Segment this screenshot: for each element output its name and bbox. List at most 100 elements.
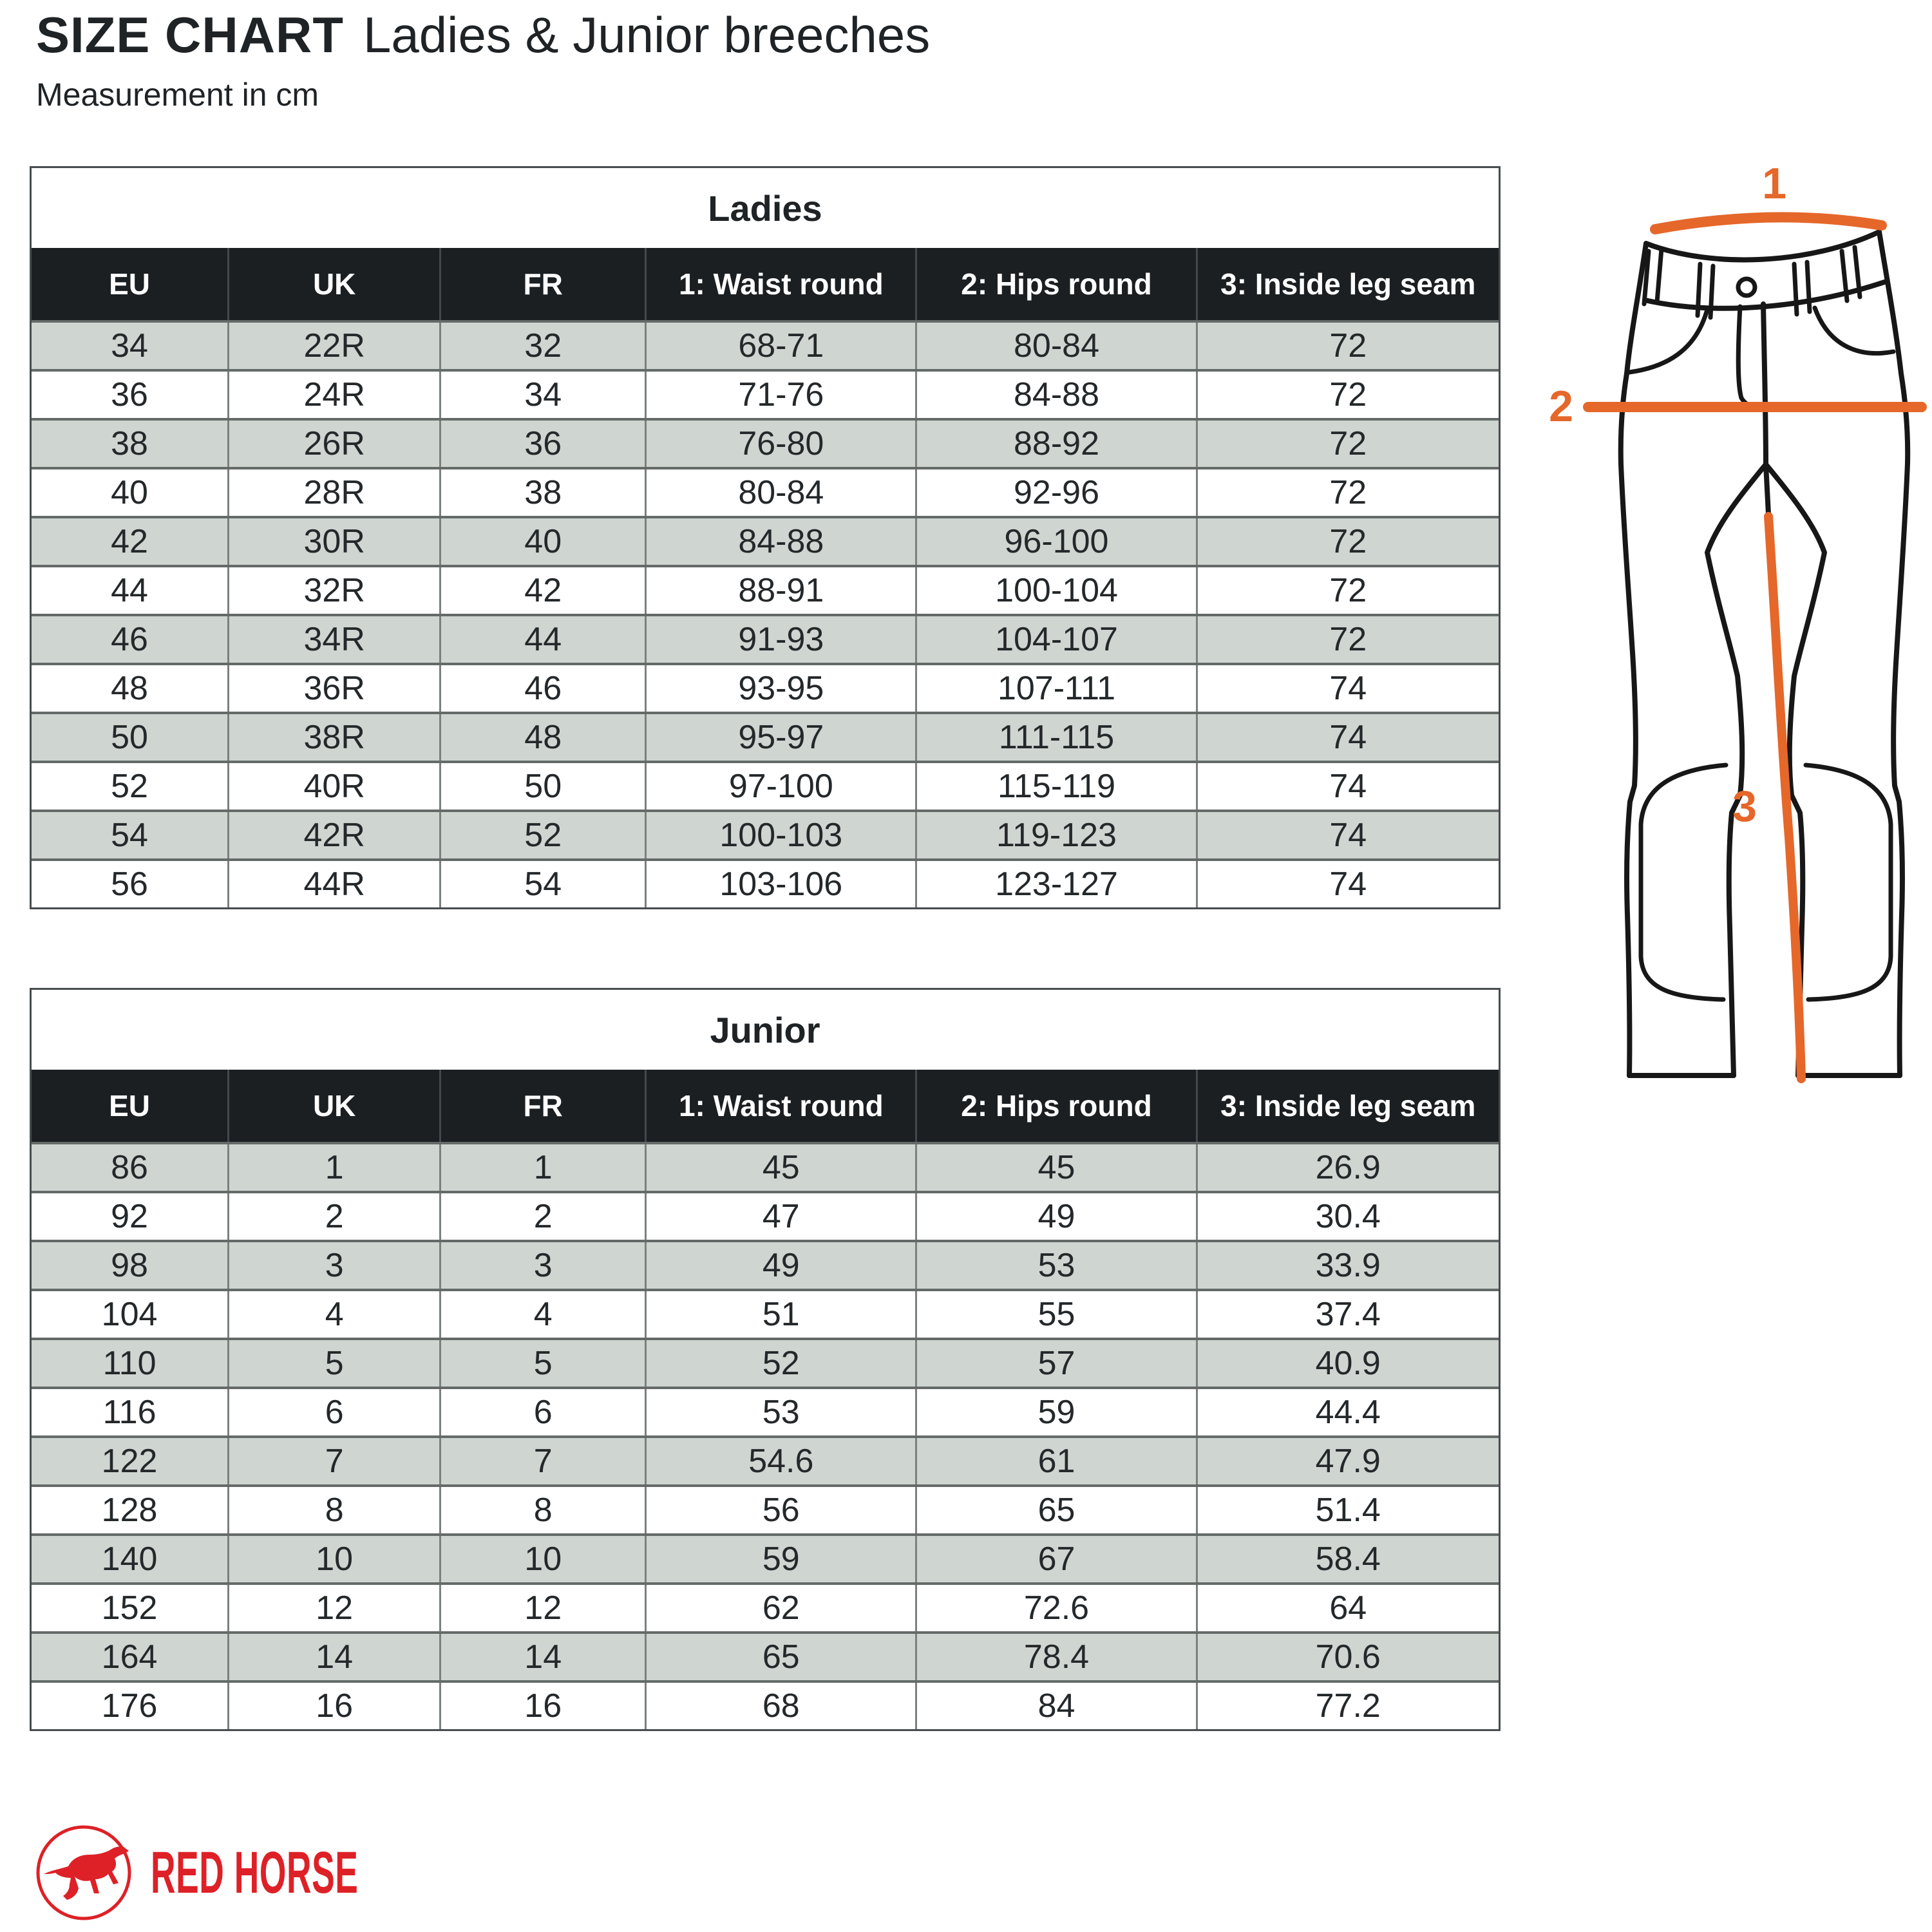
size-cell: 164	[101, 1638, 158, 1676]
size-cell: 34	[439, 372, 645, 418]
table-row: 40 28R 38 80-84 92-96 72	[32, 467, 1499, 516]
size-cell: 128	[101, 1492, 158, 1529]
column-header: 1: Waist round	[645, 1070, 915, 1142]
table-row: 38 26R 36 76-80 88-92 72	[32, 418, 1499, 467]
column-header: UK	[227, 1070, 439, 1142]
size-cell: 140	[101, 1540, 158, 1578]
table-header-row: EU UK FR 1: Waist round 2: Hips round 3: Insi…	[32, 248, 1499, 320]
table-title: Ladies	[32, 168, 1499, 248]
table-row: 34 22R 32 68-71 80-84 72	[32, 320, 1499, 369]
size-cell: 42R	[227, 812, 439, 858]
size-cell: 34	[111, 327, 148, 365]
size-cell: 100-103	[645, 812, 915, 858]
table-row: 46 34R 44 91-93 104-107 72	[32, 614, 1499, 663]
table-row: 92 2 2 47 49 30.4	[32, 1191, 1499, 1240]
size-cell: 61	[915, 1438, 1195, 1484]
size-cell: 4	[439, 1291, 645, 1338]
size-cell: 46	[111, 621, 148, 658]
size-cell: 3	[439, 1242, 645, 1289]
waist-button	[1736, 276, 1757, 298]
size-cell: 176	[101, 1687, 158, 1725]
size-cell: 54	[439, 861, 645, 907]
size-cell: 49	[645, 1242, 915, 1289]
left-pocket-curve	[1627, 309, 1709, 375]
size-cell: 123-127	[915, 861, 1195, 907]
size-cell: 71-76	[645, 372, 915, 418]
table-row: 128 8 8 56 65 51.4	[32, 1484, 1499, 1533]
left-inseam	[1705, 462, 1768, 1078]
left-knee-patch	[1638, 762, 1728, 1002]
inseam-measure-line	[1764, 512, 1806, 1083]
size-cell: 115-119	[915, 763, 1195, 810]
size-cell: 52	[645, 1340, 915, 1387]
size-cell: 52	[439, 812, 645, 858]
center-front-line	[1761, 301, 1771, 516]
ladies-size-table: Ladies EU UK FR 1: Waist round 2: Hips round…	[30, 166, 1501, 909]
size-cell: 16	[439, 1683, 645, 1729]
size-cell: 24R	[227, 372, 439, 418]
size-cell: 84-88	[915, 372, 1195, 418]
size-cell: 33.9	[1195, 1242, 1499, 1289]
size-cell: 32	[439, 323, 645, 369]
column-header: FR	[439, 1070, 645, 1142]
column-header: 2: Hips round	[915, 1070, 1195, 1142]
size-cell: 22R	[227, 323, 439, 369]
size-cell: 4	[227, 1291, 439, 1338]
column-header: FR	[439, 248, 645, 320]
size-cell: 56	[111, 866, 148, 903]
size-cell: 78.4	[915, 1634, 1195, 1680]
junior-size-table: Junior EU UK FR 1: Waist round 2: Hips round…	[30, 988, 1501, 1731]
size-cell: 152	[101, 1589, 158, 1627]
size-cell: 72	[1195, 323, 1499, 369]
size-cell: 10	[227, 1536, 439, 1582]
size-cell: 30.4	[1195, 1193, 1499, 1240]
left-side-seam	[1618, 241, 1649, 1078]
size-cell: 53	[645, 1389, 915, 1435]
size-cell: 64	[1195, 1585, 1499, 1631]
size-cell: 53	[915, 1242, 1195, 1289]
size-cell: 38	[439, 469, 645, 516]
size-cell: 72	[1195, 372, 1499, 418]
size-cell: 38R	[227, 714, 439, 761]
size-cell: 44	[439, 616, 645, 663]
size-cell: 104-107	[915, 616, 1195, 663]
size-cell: 122	[101, 1443, 158, 1480]
table-row: 116 6 6 53 59 44.4	[32, 1387, 1499, 1435]
size-cell: 111-115	[915, 714, 1195, 761]
horse-icon	[36, 1825, 131, 1920]
size-cell: 45	[915, 1144, 1195, 1191]
size-cell: 48	[111, 670, 148, 707]
size-cell: 47	[645, 1193, 915, 1240]
size-cell: 14	[227, 1634, 439, 1680]
size-cell: 1	[439, 1144, 645, 1191]
waist-top-edge	[1643, 229, 1882, 263]
size-cell: 14	[439, 1634, 645, 1680]
size-cell: 8	[439, 1487, 645, 1533]
page-title-secondary: Ladies & Junior breeches	[363, 6, 931, 63]
size-cell: 110	[102, 1345, 156, 1382]
size-cell: 51	[645, 1291, 915, 1338]
page-title-primary: SIZE CHART	[36, 6, 344, 63]
size-cell: 65	[915, 1487, 1195, 1533]
size-cell: 92	[111, 1198, 148, 1235]
size-cell: 72	[1195, 616, 1499, 663]
table-row: 176 16 16 68 84 77.2	[32, 1680, 1499, 1729]
table-row: 56 44R 54 103-106 123-127 74	[32, 858, 1499, 907]
size-cell: 67	[915, 1536, 1195, 1582]
size-cell: 45	[645, 1144, 915, 1191]
size-cell: 49	[915, 1193, 1195, 1240]
size-cell: 12	[227, 1585, 439, 1631]
size-cell: 74	[1195, 763, 1499, 810]
size-cell: 40	[111, 474, 148, 511]
size-cell: 32R	[227, 567, 439, 614]
size-cell: 6	[227, 1389, 439, 1435]
table-header-row: EU UK FR 1: Waist round 2: Hips round 3: Insi…	[32, 1070, 1499, 1142]
table-row: 52 40R 50 97-100 115-119 74	[32, 761, 1499, 810]
page-title: SIZE CHART Ladies & Junior breeches	[36, 6, 931, 63]
size-cell: 93-95	[645, 665, 915, 712]
size-cell: 55	[915, 1291, 1195, 1338]
size-cell: 62	[645, 1585, 915, 1631]
table-row: 104 4 4 51 55 37.4	[32, 1289, 1499, 1338]
size-cell: 10	[439, 1536, 645, 1582]
size-cell: 80-84	[645, 469, 915, 516]
